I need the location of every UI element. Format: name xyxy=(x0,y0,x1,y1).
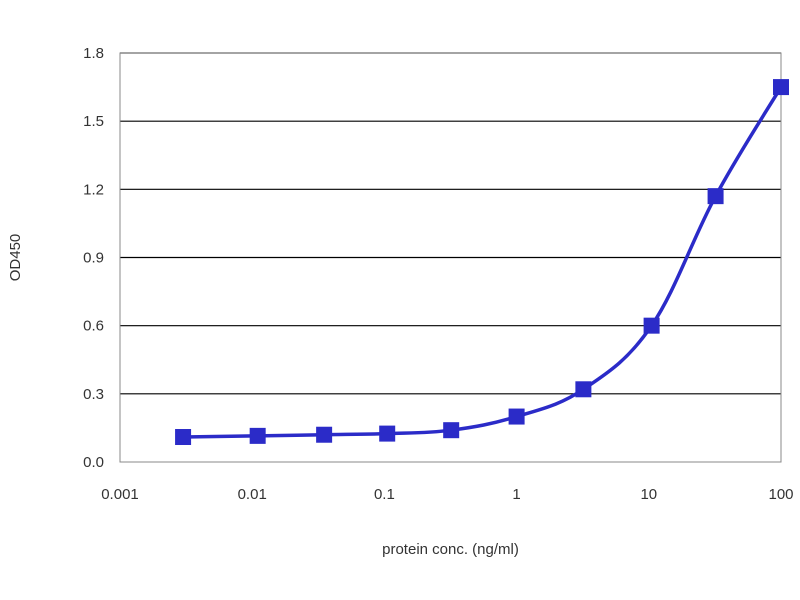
y-tick-label: 1.8 xyxy=(83,45,104,62)
x-tick-label: 100 xyxy=(768,486,793,503)
series-line xyxy=(183,86,783,439)
x-axis: 0.001 0.01 0.1 1 10 100 xyxy=(101,486,793,503)
y-tick-label: 0.3 xyxy=(83,386,104,403)
x-tick-label: 0.01 xyxy=(238,486,267,503)
data-point-marker xyxy=(379,425,396,442)
x-tick-label: 10 xyxy=(640,486,657,503)
x-tick-label: 0.1 xyxy=(374,486,395,503)
data-point-marker xyxy=(508,408,525,425)
y-tick-label: 0.9 xyxy=(83,250,104,267)
data-point-marker xyxy=(643,317,660,334)
x-axis-label: protein conc. (ng/ml) xyxy=(382,541,519,558)
x-tick-label: 1 xyxy=(512,486,520,503)
data-point-marker xyxy=(316,426,333,443)
y-tick-label: 1.2 xyxy=(83,181,104,198)
plot-frame xyxy=(119,52,782,463)
data-point-marker xyxy=(249,427,266,444)
series-layer xyxy=(175,79,789,446)
x-tick-label: 0.001 xyxy=(101,486,139,503)
y-tick-label: 0.6 xyxy=(83,318,104,335)
y-axis: 0.0 0.3 0.6 0.9 1.2 1.5 1.8 xyxy=(83,45,104,471)
data-point-marker xyxy=(773,79,789,96)
data-point-marker xyxy=(443,422,460,439)
y-axis-label: OD450 xyxy=(7,234,24,282)
data-point-marker xyxy=(575,381,592,398)
data-point-marker xyxy=(175,429,192,446)
data-point-marker xyxy=(707,188,724,205)
y-tick-label: 1.5 xyxy=(83,113,104,130)
grid-lines xyxy=(120,52,781,395)
y-tick-label: 0.0 xyxy=(83,454,104,471)
